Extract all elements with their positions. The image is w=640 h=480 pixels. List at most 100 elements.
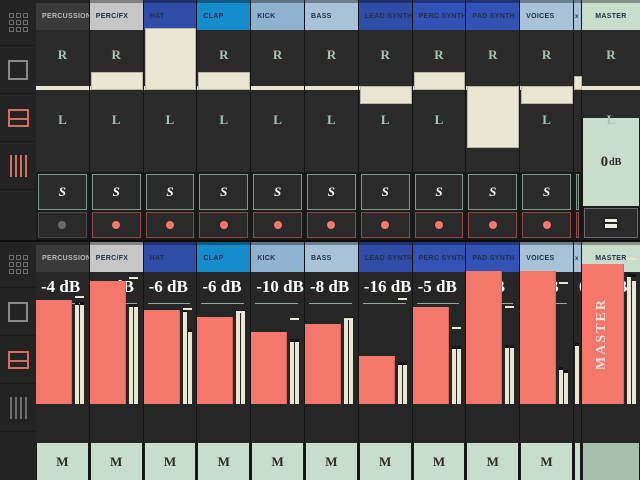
master-mute-button[interactable] [582, 443, 639, 480]
track-header[interactable]: PERC/FX [89, 0, 143, 30]
gain-readout[interactable]: -5 dB [417, 277, 457, 296]
pan-control[interactable]: RL [143, 28, 197, 172]
track-header[interactable]: LEAD SYNTH [358, 0, 412, 30]
volume-fader[interactable] [412, 307, 449, 404]
mute-button[interactable]: M [305, 443, 357, 480]
volume-fader[interactable] [36, 300, 72, 404]
solo-button[interactable]: S [253, 174, 302, 210]
solo-button[interactable]: S [306, 174, 356, 210]
solo-button[interactable]: S [414, 174, 464, 210]
gain-readout[interactable]: -6 dB [202, 277, 242, 296]
record-arm-button[interactable] [306, 212, 356, 238]
pan-control[interactable]: RL [466, 30, 520, 172]
gain-readout[interactable]: -10 dB [256, 277, 304, 296]
fader-area[interactable]: -8 dB [304, 272, 358, 443]
solo-button-partial[interactable] [575, 174, 579, 210]
master-window-button[interactable] [583, 208, 638, 238]
rail-button-split[interactable] [0, 336, 36, 384]
record-arm-button[interactable] [253, 212, 302, 238]
fader-area[interactable]: -4 dB [36, 272, 89, 443]
fader-area[interactable]: -6 dB [197, 272, 251, 443]
track-header-partial[interactable]: x [573, 242, 581, 272]
solo-button[interactable]: S [468, 174, 518, 210]
fader-area[interactable]: -16 dB [358, 272, 412, 443]
mute-button[interactable]: M [198, 443, 250, 480]
track-header[interactable]: CLAP [197, 242, 251, 272]
record-arm-button[interactable] [468, 212, 518, 238]
pan-bar[interactable] [359, 86, 412, 104]
volume-fader[interactable] [520, 271, 557, 404]
volume-fader[interactable] [251, 332, 288, 404]
rail-button-square[interactable] [0, 288, 36, 336]
record-arm-button[interactable] [360, 212, 410, 238]
track-header[interactable]: PERC/FX [89, 242, 143, 272]
record-arm-button[interactable] [38, 212, 87, 238]
record-arm-button[interactable] [199, 212, 249, 238]
mute-button[interactable]: M [413, 443, 465, 480]
mute-button[interactable]: M [144, 443, 196, 480]
fader-area[interactable]: -10 dB [251, 272, 304, 443]
fader-area[interactable]: 0 dB [466, 271, 520, 443]
pan-control-partial[interactable] [573, 30, 582, 172]
rail-button-faders[interactable] [0, 142, 36, 190]
record-arm-button[interactable] [522, 212, 571, 238]
rail-button-grid[interactable] [0, 0, 36, 46]
solo-button[interactable]: S [38, 174, 87, 210]
rail-button-faders[interactable] [0, 384, 36, 432]
pan-bar[interactable] [521, 86, 573, 104]
track-header[interactable]: LEAD SYNTH [358, 242, 412, 272]
track-header[interactable]: KICK [251, 242, 304, 272]
mute-button[interactable]: M [37, 443, 88, 480]
track-header[interactable]: HAT [143, 0, 197, 30]
gain-readout[interactable]: -4 dB [41, 277, 81, 296]
master-volume-fader[interactable]: MASTER [581, 264, 624, 404]
fader-area[interactable]: -6 dB [143, 272, 197, 443]
track-header[interactable]: KICK [251, 0, 304, 30]
track-header[interactable]: BASS [304, 242, 358, 272]
solo-button[interactable]: S [145, 174, 195, 210]
gain-readout[interactable]: -16 dB [363, 277, 412, 296]
fader-area-partial[interactable]: ( [573, 272, 581, 443]
track-header[interactable]: VOICES [520, 242, 573, 272]
solo-button[interactable]: S [360, 174, 410, 210]
track-header[interactable]: PERC SYNTH [412, 242, 466, 272]
volume-fader[interactable] [143, 310, 180, 404]
master-db-button[interactable]: 0 dB [582, 118, 639, 206]
track-header-partial[interactable]: x [573, 0, 581, 30]
pan-bar[interactable] [198, 72, 251, 90]
mute-button[interactable]: M [521, 443, 572, 480]
volume-fader[interactable] [89, 281, 126, 404]
rail-button-split[interactable] [0, 94, 36, 142]
solo-button[interactable]: S [199, 174, 249, 210]
record-arm-button-partial[interactable] [575, 212, 579, 238]
record-arm-button[interactable] [414, 212, 464, 238]
volume-fader[interactable] [304, 324, 341, 404]
record-arm-button[interactable] [145, 212, 195, 238]
track-header[interactable]: HAT [143, 242, 197, 272]
track-header[interactable]: VOICES [520, 0, 573, 30]
solo-button[interactable]: S [91, 174, 141, 210]
track-header[interactable]: CLAP [197, 0, 251, 30]
mute-button-partial[interactable] [574, 443, 580, 480]
gain-readout[interactable]: -6 dB [148, 277, 188, 296]
fader-area[interactable]: 0 dB [520, 271, 573, 443]
track-header[interactable]: PAD SYNTH [466, 242, 520, 272]
solo-button[interactable]: S [522, 174, 571, 210]
track-header[interactable]: BASS [304, 0, 358, 30]
master-fader-area[interactable]: ( 0 dBMASTER [581, 258, 640, 443]
volume-fader[interactable] [358, 356, 395, 404]
rail-button-grid[interactable] [0, 242, 36, 288]
pan-bar[interactable] [413, 72, 466, 90]
track-header[interactable]: PERCUSSION [36, 242, 89, 272]
pan-bar[interactable] [467, 86, 520, 148]
track-header[interactable]: PAD SYNTH [466, 0, 520, 30]
master-header[interactable]: MASTER [581, 0, 640, 30]
track-header[interactable]: PERCUSSION [36, 0, 89, 30]
mute-button[interactable]: M [359, 443, 411, 480]
